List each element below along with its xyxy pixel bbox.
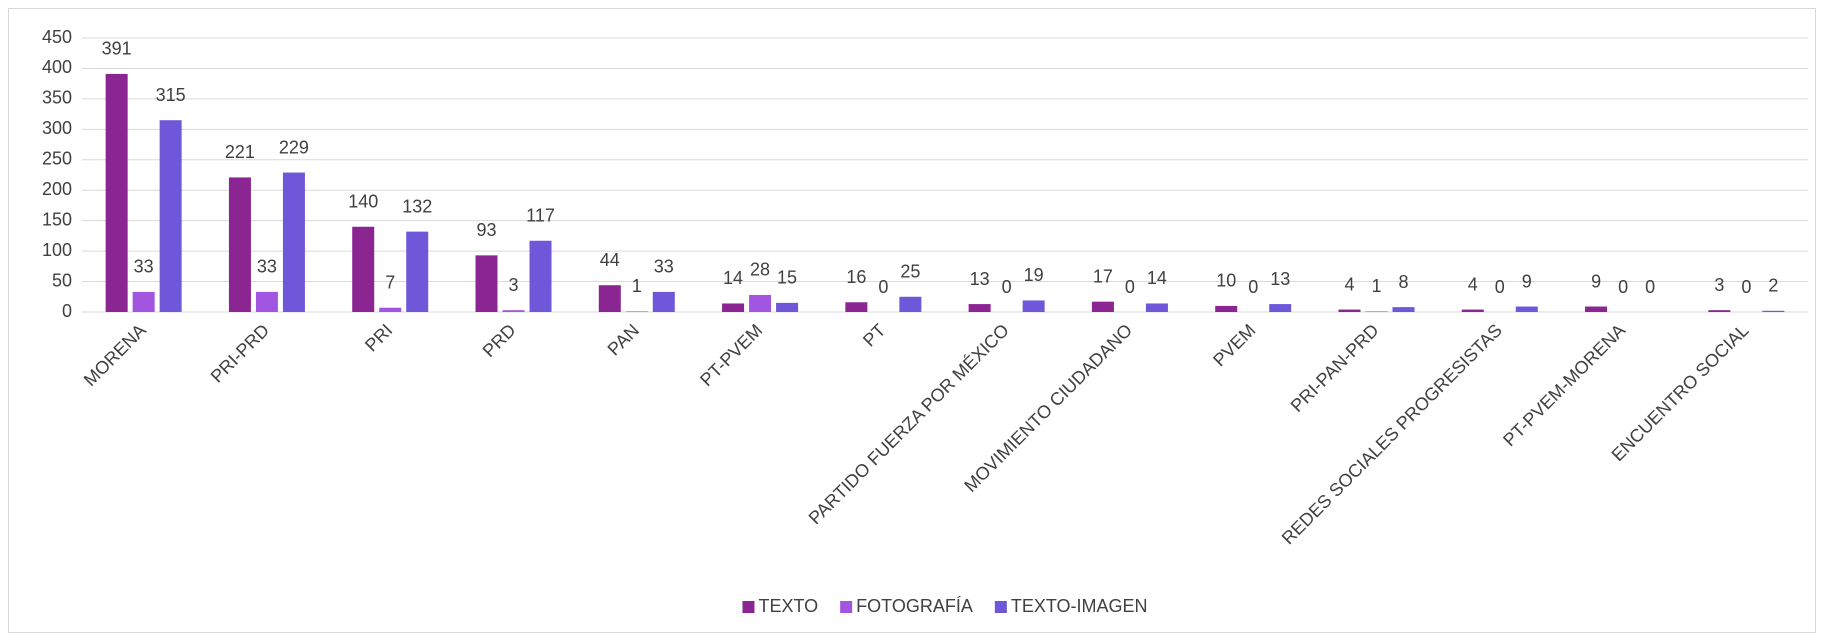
bar (379, 307, 402, 312)
data-label: 229 (279, 137, 309, 157)
bar (1215, 305, 1238, 312)
data-label: 17 (1093, 266, 1113, 286)
data-label: 7 (385, 272, 395, 292)
data-label: 9 (1522, 271, 1532, 291)
bar (1365, 311, 1388, 312)
data-label: 0 (1495, 277, 1505, 297)
data-label: 4 (1468, 274, 1478, 294)
data-label: 33 (134, 257, 154, 277)
bar (1708, 310, 1731, 312)
data-label: 33 (257, 257, 277, 277)
data-label: 13 (970, 269, 990, 289)
bar (132, 291, 155, 312)
data-label: 315 (156, 85, 186, 105)
legend-swatch (994, 601, 1007, 613)
bar (105, 73, 128, 313)
data-label: 33 (654, 257, 674, 277)
bar (228, 177, 251, 312)
bar (1022, 300, 1045, 312)
bar (1269, 304, 1292, 312)
bar (1515, 306, 1538, 312)
data-label: 3 (1714, 275, 1724, 295)
data-label: 93 (476, 220, 496, 240)
data-label: 15 (777, 268, 797, 288)
data-label: 14 (723, 268, 743, 288)
data-label: 4 (1344, 274, 1354, 294)
data-label: 9 (1591, 271, 1601, 291)
bar (406, 231, 429, 312)
data-label: 391 (102, 39, 132, 59)
bar (776, 302, 799, 312)
bar (159, 120, 182, 312)
legend-label: TEXTO (758, 596, 818, 616)
data-label: 0 (1645, 277, 1655, 297)
bar (652, 291, 675, 312)
bar (255, 291, 278, 312)
data-label: 0 (1741, 277, 1751, 297)
data-label: 44 (600, 250, 620, 270)
data-label: 140 (348, 192, 378, 212)
data-label: 14 (1147, 268, 1167, 288)
legend-label: TEXTO-IMAGEN (1011, 596, 1148, 616)
bar (625, 311, 648, 312)
bar (475, 255, 498, 312)
data-label: 2 (1768, 276, 1778, 296)
data-label: 16 (846, 267, 866, 287)
data-label: 117 (526, 206, 555, 226)
data-label: 28 (750, 260, 770, 280)
chart-border (8, 8, 1816, 633)
y-tick-label: 450 (42, 27, 72, 47)
y-tick-label: 200 (42, 179, 72, 199)
bar (1091, 301, 1114, 312)
legend-swatch (840, 601, 853, 613)
y-tick-label: 250 (42, 149, 72, 169)
data-label: 1 (1371, 276, 1381, 296)
data-label: 132 (402, 196, 432, 216)
bar (722, 303, 745, 312)
bar (1461, 309, 1484, 312)
data-label: 0 (1125, 277, 1135, 297)
bar (1585, 306, 1608, 312)
data-label: 19 (1024, 265, 1044, 285)
y-tick-label: 400 (42, 57, 72, 77)
bar (598, 285, 621, 312)
data-label: 0 (878, 277, 888, 297)
data-label: 0 (1002, 277, 1012, 297)
y-tick-label: 150 (42, 209, 72, 229)
bar (1338, 309, 1361, 312)
bar (749, 294, 772, 312)
data-label: 0 (1618, 277, 1628, 297)
data-label: 25 (900, 262, 920, 282)
legend-swatch (742, 601, 755, 613)
bar (845, 302, 868, 312)
bar (968, 304, 991, 312)
bar (352, 226, 375, 312)
data-label: 8 (1398, 272, 1408, 292)
data-label: 13 (1270, 269, 1290, 289)
y-tick-label: 300 (42, 118, 72, 138)
bar (529, 240, 552, 312)
data-label: 1 (632, 276, 642, 296)
bar (1392, 307, 1415, 312)
data-label: 0 (1248, 277, 1258, 297)
y-tick-label: 100 (42, 240, 72, 260)
data-label: 3 (508, 275, 518, 295)
legend-label: FOTOGRAFÍA (856, 596, 973, 616)
data-label: 10 (1216, 271, 1236, 291)
data-label: 221 (225, 142, 255, 162)
bar (899, 296, 922, 312)
y-tick-label: 0 (62, 301, 72, 321)
bar (282, 172, 305, 312)
bar (502, 310, 525, 312)
bar (1762, 310, 1785, 312)
bar (1145, 303, 1168, 312)
y-tick-label: 350 (42, 88, 72, 108)
y-tick-label: 50 (52, 270, 72, 290)
